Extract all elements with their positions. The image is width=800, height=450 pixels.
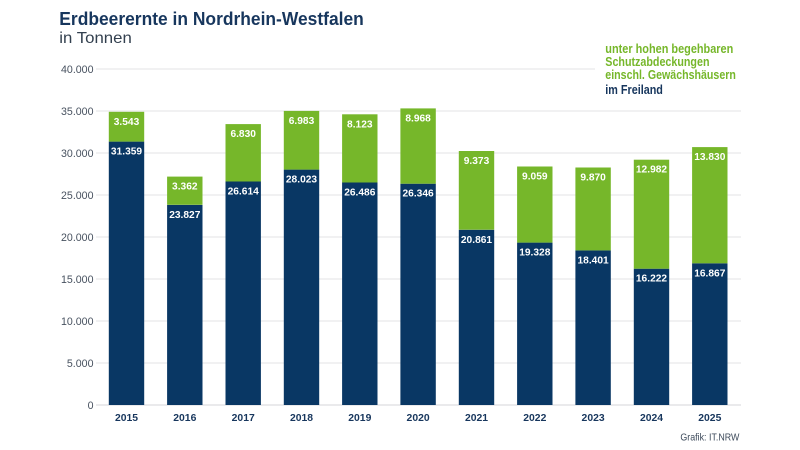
svg-text:2021: 2021 [465, 412, 488, 424]
svg-text:einschl. Gewächshäusern: einschl. Gewächshäusern [605, 67, 736, 82]
svg-text:2019: 2019 [348, 412, 371, 424]
svg-text:9.373: 9.373 [464, 155, 490, 167]
svg-text:30.000: 30.000 [61, 148, 94, 160]
svg-text:3.543: 3.543 [114, 116, 140, 128]
svg-text:2020: 2020 [407, 412, 430, 424]
svg-text:35.000: 35.000 [61, 106, 94, 118]
svg-text:2025: 2025 [698, 412, 721, 424]
svg-text:Erdbeerernte in Nordrhein-West: Erdbeerernte in Nordrhein-Westfalen [59, 9, 364, 29]
svg-text:unter hohen begehbaren: unter hohen begehbaren [605, 41, 733, 56]
svg-text:im Freiland: im Freiland [605, 82, 663, 97]
svg-text:3.362: 3.362 [172, 181, 198, 193]
svg-text:12.982: 12.982 [636, 164, 667, 176]
svg-text:2015: 2015 [115, 412, 138, 424]
svg-text:20.861: 20.861 [461, 234, 492, 246]
svg-text:Schutzabdeckungen: Schutzabdeckungen [605, 54, 709, 69]
svg-text:5.000: 5.000 [67, 358, 94, 370]
svg-text:8.123: 8.123 [347, 118, 373, 130]
svg-text:13.830: 13.830 [694, 151, 725, 163]
svg-text:8.968: 8.968 [405, 112, 431, 124]
svg-text:2024: 2024 [640, 412, 663, 424]
svg-text:6.983: 6.983 [289, 115, 315, 127]
svg-text:0: 0 [88, 400, 94, 412]
svg-text:2022: 2022 [523, 412, 546, 424]
svg-text:23.827: 23.827 [169, 209, 200, 221]
svg-text:25.000: 25.000 [61, 190, 94, 202]
svg-text:2017: 2017 [232, 412, 255, 424]
svg-text:6.830: 6.830 [230, 128, 256, 140]
svg-text:15.000: 15.000 [61, 274, 94, 286]
svg-text:9.059: 9.059 [522, 171, 548, 183]
svg-text:26.486: 26.486 [344, 187, 375, 199]
svg-text:18.401: 18.401 [578, 254, 609, 266]
svg-text:16.222: 16.222 [636, 273, 667, 285]
svg-text:2023: 2023 [582, 412, 605, 424]
svg-text:31.359: 31.359 [111, 146, 142, 158]
svg-text:19.328: 19.328 [519, 247, 550, 259]
svg-text:2016: 2016 [173, 412, 196, 424]
svg-text:10.000: 10.000 [61, 316, 94, 328]
svg-text:20.000: 20.000 [61, 232, 94, 244]
svg-text:26.614: 26.614 [228, 185, 259, 197]
svg-text:28.023: 28.023 [286, 174, 317, 186]
svg-text:2018: 2018 [290, 412, 313, 424]
svg-text:Grafik: IT.NRW: Grafik: IT.NRW [680, 431, 739, 443]
svg-text:in Tonnen: in Tonnen [59, 30, 132, 47]
svg-text:9.870: 9.870 [580, 172, 606, 184]
svg-text:16.867: 16.867 [694, 267, 725, 279]
svg-text:26.346: 26.346 [403, 188, 434, 200]
svg-text:40.000: 40.000 [61, 64, 94, 76]
